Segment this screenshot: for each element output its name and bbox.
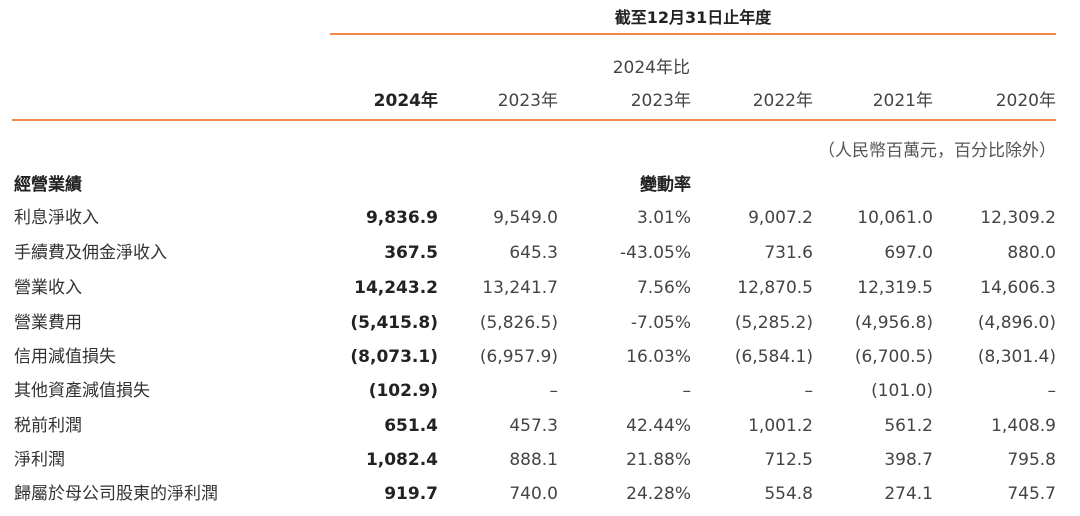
- value-2021: 12,319.5: [857, 278, 933, 298]
- period-divider: [330, 33, 1056, 35]
- value-2023: 457.3: [509, 416, 558, 436]
- value-2021: 10,061.0: [857, 208, 933, 228]
- table-row: 營業收入 14,243.2 13,241.7 7.56% 12,870.5 12…: [0, 271, 1080, 305]
- row-label: 歸屬於母公司股東的淨利潤: [14, 484, 218, 504]
- table-row: 利息淨收入 9,836.9 9,549.0 3.01% 9,007.2 10,0…: [0, 201, 1080, 235]
- value-2022: (5,285.2): [734, 313, 813, 333]
- value-2020: 745.7: [1007, 484, 1056, 504]
- value-change: -43.05%: [620, 243, 691, 263]
- table-row: 歸屬於母公司股東的淨利潤 919.7 740.0 24.28% 554.8 27…: [0, 477, 1080, 511]
- row-label: 利息淨收入: [14, 208, 99, 228]
- row-label: 税前利潤: [14, 416, 82, 436]
- value-2020: 1,408.9: [991, 416, 1056, 436]
- value-change: 21.88%: [626, 450, 691, 470]
- column-header-change-2023: 2023年: [630, 91, 691, 111]
- value-2024: (102.9): [368, 381, 438, 401]
- value-2023: 9,549.0: [493, 208, 558, 228]
- value-2023: (6,957.9): [479, 347, 558, 367]
- column-header-2024: 2024年: [373, 91, 438, 111]
- value-change: -7.05%: [630, 313, 691, 333]
- row-label: 手續費及佣金淨收入: [14, 243, 167, 263]
- value-2024: 367.5: [384, 243, 438, 263]
- value-2023: 13,241.7: [482, 278, 558, 298]
- value-change: 42.44%: [626, 416, 691, 436]
- value-2023: 740.0: [509, 484, 558, 504]
- column-header-2022: 2022年: [752, 91, 813, 111]
- table-row: 營業費用 (5,415.8) (5,826.5) -7.05% (5,285.2…: [0, 306, 1080, 340]
- table-row: 其他資產減值損失 (102.9) – – – (101.0) –: [0, 374, 1080, 408]
- value-2021: 561.2: [884, 416, 933, 436]
- value-2024: 9,836.9: [365, 208, 438, 228]
- column-header-2023: 2023年: [497, 91, 558, 111]
- unit-note: （人民幣百萬元，百分比除外）: [818, 141, 1056, 161]
- row-label: 營業費用: [14, 313, 82, 333]
- value-2021: (6,700.5): [854, 347, 933, 367]
- value-2022: 12,870.5: [737, 278, 813, 298]
- value-2023: (5,826.5): [479, 313, 558, 333]
- value-2024: (8,073.1): [350, 347, 438, 367]
- value-change: –: [682, 381, 692, 401]
- table-row: 淨利潤 1,082.4 888.1 21.88% 712.5 398.7 795…: [0, 443, 1080, 477]
- header-divider: [12, 119, 1056, 121]
- row-label: 其他資產減值損失: [14, 381, 150, 401]
- value-2020: 12,309.2: [980, 208, 1056, 228]
- value-2022: (6,584.1): [734, 347, 813, 367]
- value-2023: 888.1: [509, 450, 558, 470]
- value-2022: 554.8: [764, 484, 813, 504]
- change-subheader: 2024年比: [612, 58, 690, 78]
- value-2023: –: [549, 381, 559, 401]
- value-2021: (101.0): [871, 381, 933, 401]
- row-label: 信用減值損失: [14, 347, 116, 367]
- column-header-2021: 2021年: [872, 91, 933, 111]
- value-change: 7.56%: [636, 278, 691, 298]
- value-2020: 14,606.3: [980, 278, 1056, 298]
- row-label: 營業收入: [14, 278, 82, 298]
- row-label: 淨利潤: [14, 450, 65, 470]
- value-2022: 731.6: [764, 243, 813, 263]
- period-title: 截至12月31日止年度: [614, 8, 772, 27]
- value-2020: 795.8: [1007, 450, 1056, 470]
- value-2020: (8,301.4): [977, 347, 1056, 367]
- value-2024: 1,082.4: [365, 450, 438, 470]
- value-2024: (5,415.8): [350, 313, 438, 333]
- value-2024: 919.7: [384, 484, 438, 504]
- value-2022: 9,007.2: [748, 208, 813, 228]
- value-2020: (4,896.0): [977, 313, 1056, 333]
- value-2024: 651.4: [384, 416, 438, 436]
- change-label: 變動率: [640, 175, 691, 195]
- value-2021: 697.0: [884, 243, 933, 263]
- value-2020: 880.0: [1007, 243, 1056, 263]
- value-change: 24.28%: [626, 484, 691, 504]
- column-header-2020: 2020年: [995, 91, 1056, 111]
- section-label: 經營業績: [14, 175, 82, 195]
- value-2021: 274.1: [884, 484, 933, 504]
- value-2021: (4,956.8): [854, 313, 933, 333]
- value-2022: 1,001.2: [748, 416, 813, 436]
- value-2020: –: [1047, 381, 1057, 401]
- table-row: 信用減值損失 (8,073.1) (6,957.9) 16.03% (6,584…: [0, 340, 1080, 374]
- value-2023: 645.3: [509, 243, 558, 263]
- value-2021: 398.7: [884, 450, 933, 470]
- value-2024: 14,243.2: [354, 278, 438, 298]
- table-row: 手續費及佣金淨收入 367.5 645.3 -43.05% 731.6 697.…: [0, 236, 1080, 270]
- value-2022: –: [804, 381, 814, 401]
- table-row: 税前利潤 651.4 457.3 42.44% 1,001.2 561.2 1,…: [0, 409, 1080, 443]
- value-change: 16.03%: [626, 347, 691, 367]
- value-change: 3.01%: [636, 208, 691, 228]
- value-2022: 712.5: [764, 450, 813, 470]
